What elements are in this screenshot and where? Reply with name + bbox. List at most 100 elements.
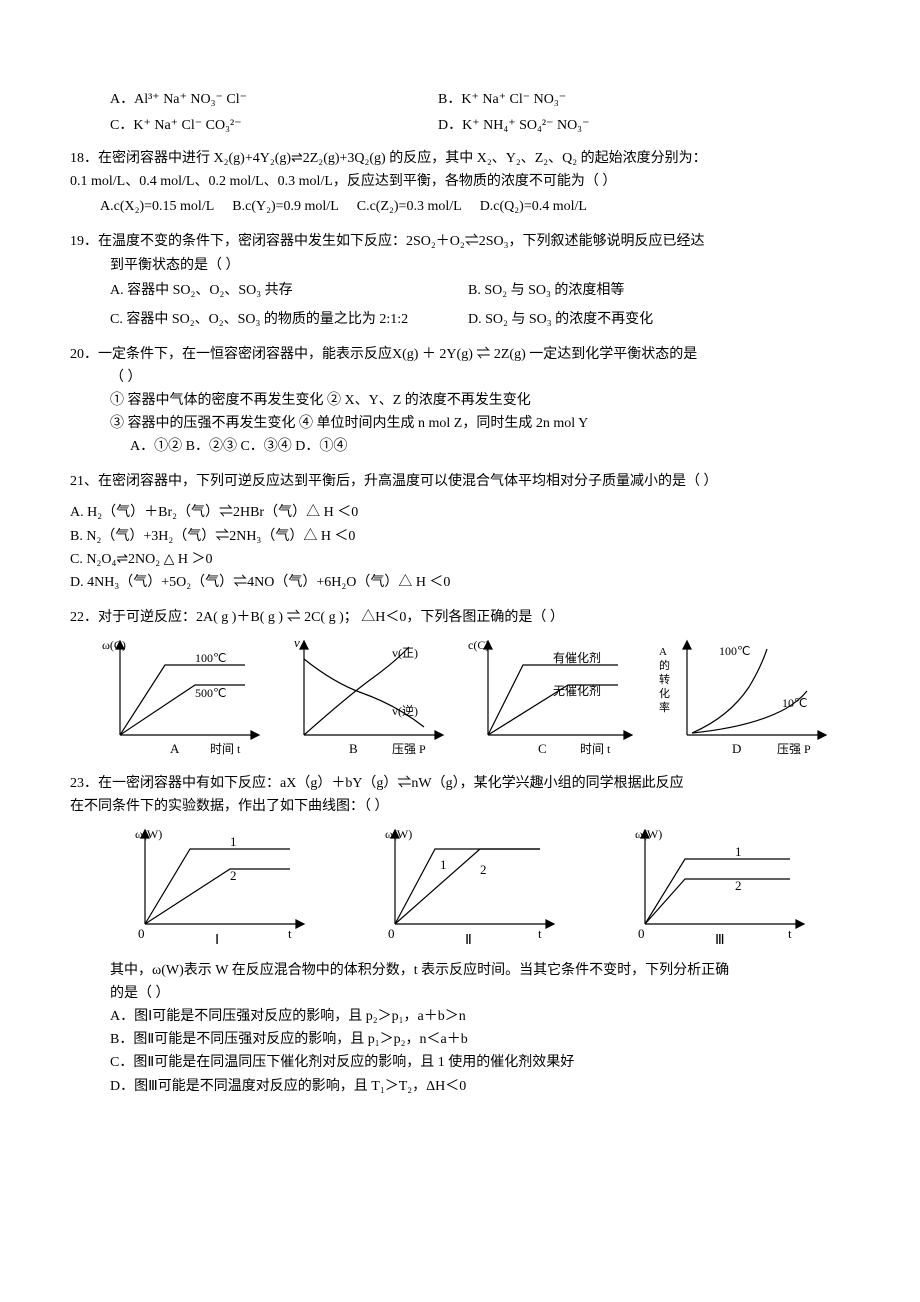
q23-opt-d: D．图Ⅲ可能是不同温度对反应的影响，且 T₁＞T₂，ΔH＜0	[110, 1075, 850, 1098]
q19-row2: C. 容器中 SO₂、O₂、SO₃ 的物质的量之比为 2:1:2 D. SO₂ …	[110, 308, 850, 331]
q23-stem-a: 23．在一密闭容器中有如下反应：aX（g）＋bY（g）⇌nW（g），某化学兴趣小…	[70, 772, 850, 795]
svg-text:的: 的	[659, 658, 670, 672]
svg-text:时间 t: 时间 t	[580, 742, 611, 756]
q19-opt-a: A. 容器中 SO₂、O₂、SO₃ 共存	[110, 279, 450, 302]
svg-text:转: 转	[659, 672, 670, 686]
svg-text:100℃: 100℃	[195, 651, 226, 665]
svg-text:A: A	[659, 646, 667, 658]
svg-text:v(正): v(正)	[392, 646, 418, 660]
svg-text:2: 2	[480, 862, 487, 877]
q20-stem-a: 20．一定条件下，在一恒容密闭容器中，能表示反应X(g) ＋ 2Y(g) ⇌ 2…	[70, 343, 850, 366]
q19-opt-d: D. SO₂ 与 SO₃ 的浓度不再变化	[468, 308, 778, 331]
q23-stem-b: 在不同条件下的实验数据，作出了如下曲线图：（ ）	[70, 795, 850, 818]
svg-text:ω(W): ω(W)	[385, 827, 412, 841]
svg-text:C: C	[538, 741, 547, 756]
q21-c: C. N₂O₄⇌2NO₂ △ H ＞0	[70, 548, 850, 571]
q21: 21、在密闭容器中，下列可逆反应达到平衡后，升高温度可以使混合气体平均相对分子质…	[70, 470, 850, 593]
svg-text:Ⅱ: Ⅱ	[465, 933, 472, 948]
svg-text:无催化剂: 无催化剂	[553, 683, 601, 698]
q22-stem: 22．对于可逆反应：2A( g )＋B( g ) ⇌ 2C( g )； △H＜0…	[70, 606, 850, 629]
q20-c1: ① 容器中气体的密度不再发生变化 ② X、Y、Z 的浓度不再发生变化	[110, 389, 850, 412]
svg-text:时间 t: 时间 t	[210, 742, 241, 756]
q18-opt-b: B.c(Y₂)=0.9 mol/L	[232, 195, 338, 218]
q17-opt-a: A．Al³⁺ Na⁺ NO₃⁻ Cl⁻	[110, 90, 420, 110]
svg-text:压强 P: 压强 P	[392, 742, 426, 756]
q23-charts: ω(W) 1 2 0 t Ⅰ	[120, 824, 850, 949]
svg-text:ω(W): ω(W)	[135, 827, 162, 841]
svg-text:v: v	[294, 635, 300, 650]
q23-opt-a: A．图Ⅰ可能是不同压强对反应的影响，且 p₂＞p₁，a＋b＞n	[110, 1005, 850, 1028]
q21-stem: 21、在密闭容器中，下列可逆反应达到平衡后，升高温度可以使混合气体平均相对分子质…	[70, 470, 850, 493]
q17-row2: C．K⁺ Na⁺ Cl⁻ CO₃²⁻ D．K⁺ NH₄⁺ SO₄²⁻ NO₃⁻	[110, 116, 850, 136]
svg-text:10℃: 10℃	[782, 696, 807, 710]
q20-opts: A．①② B．②③ C．③④ D．①④	[130, 435, 850, 458]
q18-opt-a: A.c(X₂)=0.15 mol/L	[100, 195, 214, 218]
svg-text:0: 0	[138, 926, 145, 941]
svg-text:ω(W): ω(W)	[635, 827, 662, 841]
svg-text:2: 2	[735, 878, 742, 893]
q19-opt-b: B. SO₂ 与 SO₃ 的浓度相等	[468, 279, 778, 302]
svg-text:B: B	[349, 741, 358, 756]
q21-a: A. H₂（气）＋Br₂（气）⇌2HBr（气）△ H ＜0	[70, 501, 850, 524]
q23-post: 其中，ω(W)表示 W 在反应混合物中的体积分数，t 表示反应时间。当其它条件不…	[110, 959, 850, 982]
q18-stem-b: 0.1 mol/L、0.4 mol/L、0.2 mol/L、0.3 mol/L，…	[70, 170, 850, 193]
svg-text:A: A	[170, 741, 180, 756]
svg-text:t: t	[788, 926, 792, 941]
q18-opt-c: C.c(Z₂)=0.3 mol/L	[357, 195, 462, 218]
exam-page: A．Al³⁺ Na⁺ NO₃⁻ Cl⁻ B．K⁺ Na⁺ Cl⁻ NO₃⁻ C．…	[0, 0, 920, 1302]
q21-b: B. N₂（气）+3H₂（气）⇌2NH₃（气）△ H ＜0	[70, 525, 850, 548]
q22-chart-b: v v(正) v(逆) B 压强 P	[284, 635, 454, 760]
svg-text:Ⅰ: Ⅰ	[215, 933, 219, 948]
svg-text:500℃: 500℃	[195, 686, 226, 700]
q22-chart-a: ω(C) 100℃ 500℃ A 时间 t	[100, 635, 270, 760]
svg-text:c(C): c(C)	[468, 638, 489, 652]
svg-text:0: 0	[388, 926, 395, 941]
svg-text:1: 1	[440, 857, 447, 872]
spacer	[70, 493, 850, 501]
q17-options-block: A．Al³⁺ Na⁺ NO₃⁻ Cl⁻ B．K⁺ Na⁺ Cl⁻ NO₃⁻ C．…	[70, 90, 850, 135]
q18: 18．在密闭容器中进行 X₂(g)+4Y₂(g)⇌2Z₂(g)+3Q₂(g) 的…	[70, 147, 850, 218]
q18-opts: A.c(X₂)=0.15 mol/L B.c(Y₂)=0.9 mol/L C.c…	[100, 195, 850, 218]
svg-text:2: 2	[230, 868, 237, 883]
q23-chart-1: ω(W) 1 2 0 t Ⅰ	[120, 824, 320, 949]
svg-text:率: 率	[659, 700, 670, 714]
svg-text:有催化剂: 有催化剂	[553, 650, 601, 665]
q19: 19．在温度不变的条件下，密闭容器中发生如下反应：2SO₂＋O₂⇌2SO₃，下列…	[70, 230, 850, 330]
svg-text:0: 0	[638, 926, 645, 941]
q23-chart-3: ω(W) 1 2 0 t Ⅲ	[620, 824, 820, 949]
q17-row1: A．Al³⁺ Na⁺ NO₃⁻ Cl⁻ B．K⁺ Na⁺ Cl⁻ NO₃⁻	[110, 90, 850, 110]
q18-opt-d: D.c(Q₂)=0.4 mol/L	[480, 195, 587, 218]
svg-text:Ⅲ: Ⅲ	[715, 933, 725, 948]
q22: 22．对于可逆反应：2A( g )＋B( g ) ⇌ 2C( g )； △H＜0…	[70, 606, 850, 760]
q22-chart-c: c(C) 有催化剂 无催化剂 C 时间 t	[468, 635, 643, 760]
q19-row1: A. 容器中 SO₂、O₂、SO₃ 共存 B. SO₂ 与 SO₃ 的浓度相等	[110, 279, 850, 302]
q19-stem-a: 19．在温度不变的条件下，密闭容器中发生如下反应：2SO₂＋O₂⇌2SO₃，下列…	[70, 230, 850, 253]
q20-c2: ③ 容器中的压强不再发生变化 ④ 单位时间内生成 n mol Z，同时生成 2n…	[110, 412, 850, 435]
svg-text:100℃: 100℃	[719, 644, 750, 658]
svg-text:压强 P: 压强 P	[777, 742, 811, 756]
q17-opt-b: B．K⁺ Na⁺ Cl⁻ NO₃⁻	[438, 90, 748, 110]
q18-stem-a: 18．在密闭容器中进行 X₂(g)+4Y₂(g)⇌2Z₂(g)+3Q₂(g) 的…	[70, 147, 850, 170]
svg-text:t: t	[288, 926, 292, 941]
q19-stem-b: 到平衡状态的是（ ）	[110, 254, 850, 277]
q20: 20．一定条件下，在一恒容密闭容器中，能表示反应X(g) ＋ 2Y(g) ⇌ 2…	[70, 343, 850, 458]
q23-opt-b: B．图Ⅱ可能是不同压强对反应的影响，且 p₁＞p₂，n＜a＋b	[110, 1028, 850, 1051]
svg-text:化: 化	[659, 686, 670, 700]
q17-opt-d: D．K⁺ NH₄⁺ SO₄²⁻ NO₃⁻	[438, 116, 748, 136]
q23-opt-c: C．图Ⅱ可能是在同温同压下催化剂对反应的影响，且 1 使用的催化剂效果好	[110, 1051, 850, 1074]
svg-text:ω(C): ω(C)	[102, 638, 126, 652]
q23-chart-2: ω(W) 1 2 0 t Ⅱ	[370, 824, 570, 949]
svg-text:v(逆): v(逆)	[392, 703, 418, 718]
q20-stem-b: （ ）	[110, 366, 850, 389]
q19-opt-c: C. 容器中 SO₂、O₂、SO₃ 的物质的量之比为 2:1:2	[110, 308, 450, 331]
q21-d: D. 4NH₃（气）+5O₂（气）⇌4NO（气）+6H₂O（气）△ H ＜0	[70, 571, 850, 594]
svg-text:1: 1	[230, 834, 237, 849]
q22-chart-d: A 的 转 化 率 100℃ 10℃ D 压强 P	[657, 635, 837, 760]
q17-opt-c: C．K⁺ Na⁺ Cl⁻ CO₃²⁻	[110, 116, 420, 136]
q22-charts: ω(C) 100℃ 500℃ A 时间 t	[100, 635, 850, 760]
svg-text:1: 1	[735, 844, 742, 859]
svg-text:t: t	[538, 926, 542, 941]
svg-text:D: D	[732, 741, 741, 756]
q23: 23．在一密闭容器中有如下反应：aX（g）＋bY（g）⇌nW（g），某化学兴趣小…	[70, 772, 850, 1098]
q23-post2: 的是（ ）	[110, 982, 850, 1005]
